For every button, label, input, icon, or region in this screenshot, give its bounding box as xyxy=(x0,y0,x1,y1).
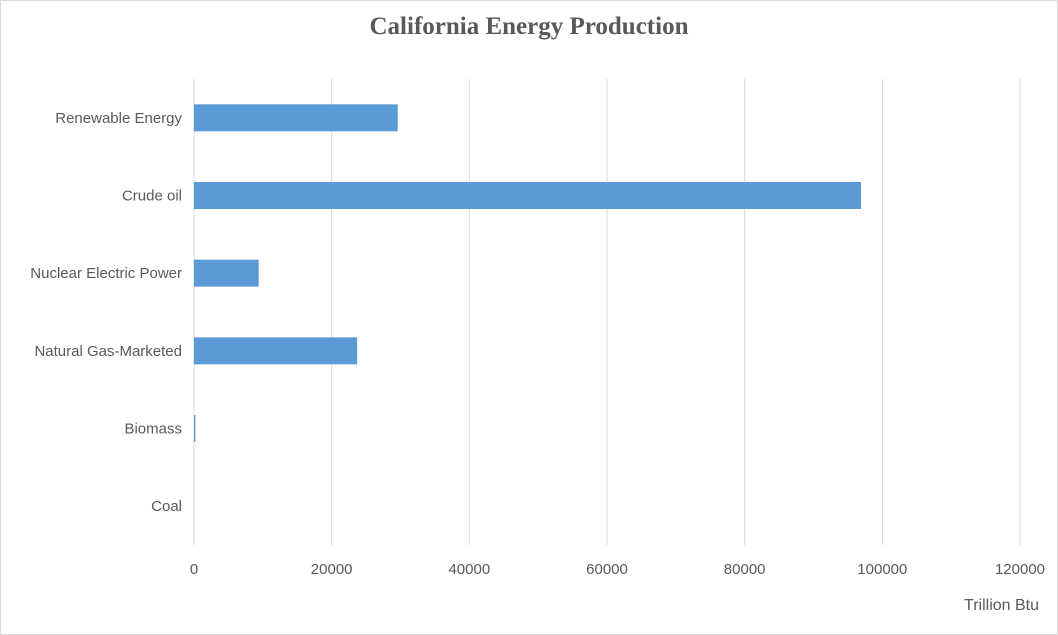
bar xyxy=(194,337,358,365)
category-label: Natural Gas-Marketed xyxy=(34,343,182,360)
chart-title: California Energy Production xyxy=(369,13,689,40)
x-tick-label: 20000 xyxy=(311,561,353,578)
bar xyxy=(194,415,196,442)
category-label: Nuclear Electric Power xyxy=(30,265,182,282)
category-label: Biomass xyxy=(124,421,182,438)
bar xyxy=(194,182,861,209)
x-tick-label: 40000 xyxy=(448,561,490,578)
tick-labels: 0 20000 40000 60000 80000 100000 120000 xyxy=(190,561,1045,578)
bars xyxy=(194,104,861,442)
x-tick-label: 60000 xyxy=(586,561,628,578)
x-tick-label: 100000 xyxy=(857,561,907,578)
category-label: Coal xyxy=(151,498,182,515)
gridlines xyxy=(193,79,1021,545)
category-labels: Renewable Energy Crude oil Nuclear Electri… xyxy=(30,110,182,515)
x-tick-label: 0 xyxy=(190,561,198,578)
x-tick-label: 80000 xyxy=(724,561,766,578)
category-label: Crude oil xyxy=(122,188,182,205)
x-axis-title: Trillion Btu xyxy=(964,597,1039,614)
category-label: Renewable Energy xyxy=(55,110,182,127)
bar xyxy=(194,104,398,132)
bar xyxy=(194,259,259,287)
x-tick-label: 120000 xyxy=(995,561,1045,578)
